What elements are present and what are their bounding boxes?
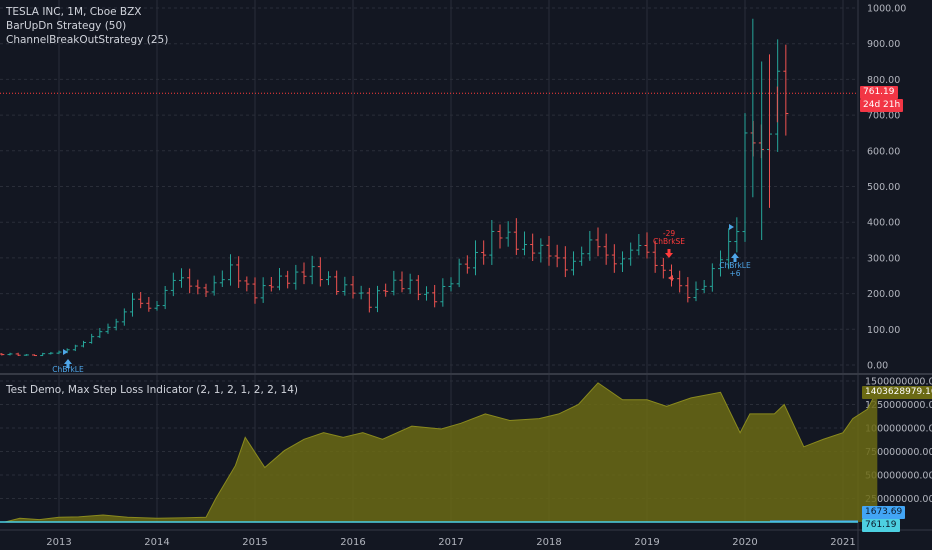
y-tick-label: 500.00 [867,182,900,193]
signal-label: -29 [663,229,675,238]
x-tick-label: 2018 [536,537,561,548]
y-tick-label: 300.00 [867,253,900,264]
blue-value-tag: 1673.69 [862,506,906,519]
y-tick-label: 0.00 [867,361,888,372]
signal-label: ChBrkLE [52,365,84,374]
indicator-y-tick-label: 1500000000.00 [865,377,932,388]
y-tick-label: 800.00 [867,75,900,86]
signal-label: ChBrkSE [653,237,685,246]
indicator-y-tick-label: 500000000.00 [865,471,932,482]
indicator-line [4,382,878,523]
x-tick-label: 2016 [340,537,365,548]
indicator-y-tick-label: 1250000000.00 [865,400,932,411]
x-tick-label: 2017 [438,537,463,548]
x-tick-label: 2015 [242,537,267,548]
short-signal-arrow [665,249,673,258]
indicator-area [5,382,878,522]
y-tick-label: 100.00 [867,325,900,336]
y-tick-label: 900.00 [867,39,900,50]
signal-label: +6 [729,269,740,278]
strategy2-legend: ChannelBreakOutStrategy (25) [6,34,169,46]
y-tick-label: 600.00 [867,146,900,157]
indicator-y-tick-label: 750000000.00 [865,447,932,458]
long-signal-arrow [731,253,739,262]
indicator-legend: Test Demo, Max Step Loss Indicator (2, 1… [6,384,298,396]
x-tick-label: 2020 [732,537,757,548]
teal-value-tag: 761.19 [862,519,900,532]
x-tick-label: 2019 [634,537,659,548]
entry-marker [63,349,68,355]
indicator-y-tick-label: 1000000000.00 [865,424,932,435]
y-tick-label: 700.00 [867,111,900,122]
signal-label: ChBrkLE [719,261,751,270]
long-signal-arrow [64,359,72,368]
countdown-tag: 24d 21h [860,99,904,112]
exit-marker [668,275,673,281]
entry-marker [729,224,734,230]
x-tick-label: 2014 [144,537,169,548]
x-tick-label: 2013 [46,537,71,548]
x-tick-label: 2021 [830,537,855,548]
indicator-y-tick-label: 250000000.00 [865,494,932,505]
indicator-last-tag: 1403628979.16 [862,386,932,399]
strategy1-legend: BarUpDn Strategy (50) [6,20,127,32]
symbol-legend: TESLA INC, 1M, Cboe BZX [6,6,142,18]
y-tick-label: 1000.00 [867,4,906,15]
y-tick-label: 400.00 [867,218,900,229]
y-tick-label: 200.00 [867,289,900,300]
last-price-tag: 761.19 [860,86,898,99]
